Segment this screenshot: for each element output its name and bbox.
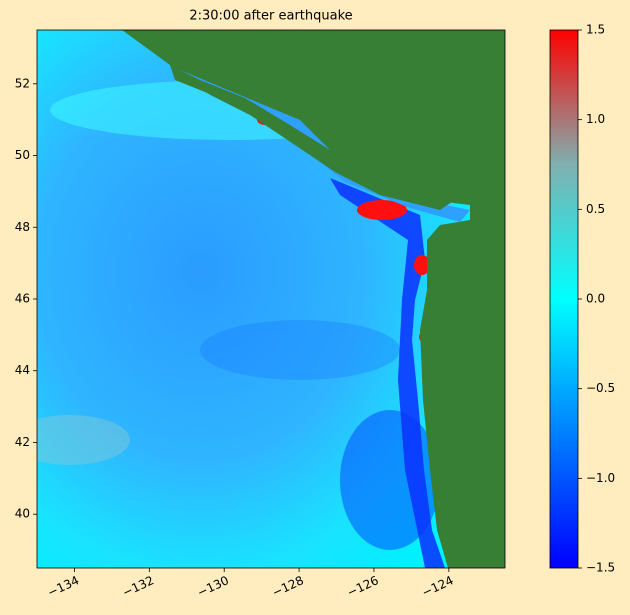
map bbox=[37, 30, 505, 568]
vancouver-island bbox=[170, 65, 455, 210]
land bbox=[122, 30, 505, 568]
x-tick-label: −134 bbox=[45, 573, 81, 600]
wave-pattern bbox=[330, 178, 445, 568]
x-tick-label: −132 bbox=[120, 573, 156, 600]
y-tick-label: 42 bbox=[15, 435, 30, 449]
wave-pattern bbox=[414, 255, 430, 275]
chart-title: 2:30:00 after earthquake bbox=[189, 9, 352, 24]
y-tick-label: 50 bbox=[15, 148, 30, 162]
colorbar-tick-label: 0.5 bbox=[586, 202, 605, 216]
x-tick-label: −128 bbox=[270, 573, 306, 600]
wave-pattern bbox=[37, 415, 130, 465]
colorbar-tick-label: 0.0 bbox=[586, 292, 605, 306]
colorbar-tick-label: 1.5 bbox=[586, 23, 605, 37]
y-tick-label: 40 bbox=[15, 507, 30, 521]
y-tick-label: 52 bbox=[15, 76, 30, 90]
y-tick-label: 48 bbox=[15, 220, 30, 234]
colorbar-tick-label: −1.5 bbox=[586, 561, 615, 575]
x-tick-label: −126 bbox=[345, 573, 381, 600]
wave-pattern bbox=[200, 320, 400, 380]
y-tick-label: 44 bbox=[15, 363, 30, 377]
colorbar-tick-label: −0.5 bbox=[586, 381, 615, 395]
colorbar-tick-label: 1.0 bbox=[586, 112, 605, 126]
colorbar-tick-label: −1.0 bbox=[586, 471, 615, 485]
y-tick-label: 46 bbox=[15, 292, 30, 306]
x-tick-label: −130 bbox=[195, 573, 231, 600]
colorbar bbox=[549, 29, 579, 569]
wave-pattern bbox=[357, 200, 407, 220]
x-tick-label: −124 bbox=[420, 573, 456, 600]
